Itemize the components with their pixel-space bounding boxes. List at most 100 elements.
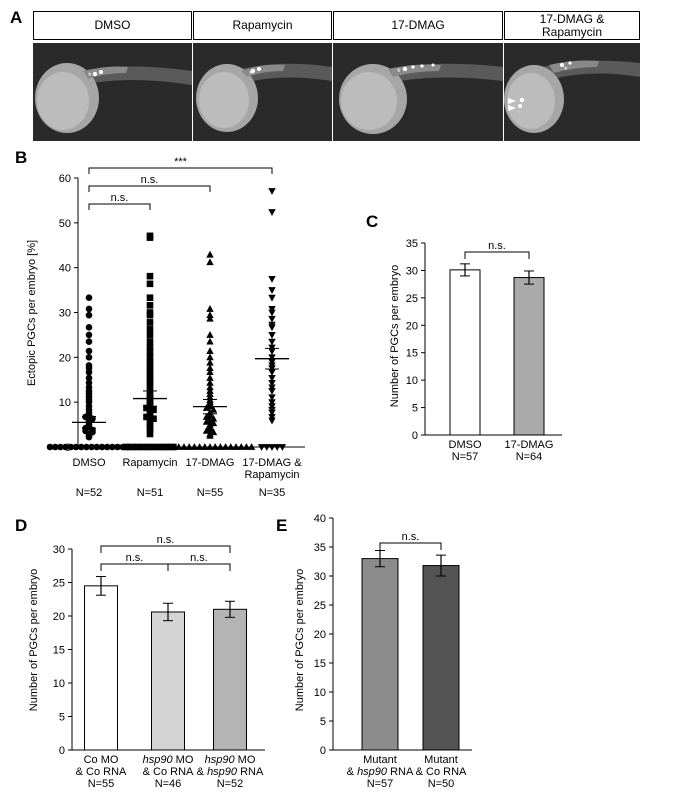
chart-b-point	[268, 403, 276, 411]
chart-b-xtick-label: 17-DMAG &	[242, 457, 302, 469]
chart-e-sig-label: n.s.	[402, 531, 420, 543]
chart-b-sig-bracket	[88, 203, 151, 210]
header-17dmag-text: 17-DMAG	[391, 18, 445, 32]
chart-b-point	[144, 443, 151, 451]
chart-b-point	[206, 314, 214, 322]
chart-d-xtick-label: hsp90 MO	[205, 754, 256, 766]
chart-b-point	[263, 444, 271, 451]
chart-b-point	[211, 443, 219, 450]
chart-b-point	[143, 404, 150, 412]
chart-b-n-label: N=52	[76, 487, 103, 499]
chart-e-xtick-label: & hsp90 RNA	[347, 766, 414, 778]
chart-c-ytick-label: 30	[406, 265, 418, 277]
chart-b-point	[201, 443, 209, 450]
chart-b-point	[206, 431, 214, 439]
chart-b-point	[268, 375, 276, 382]
chart-b-point	[268, 444, 276, 451]
chart-b-point	[185, 443, 193, 450]
chart-e-ytick-label: 5	[320, 716, 326, 728]
chart-b-point	[257, 444, 266, 451]
chart-b-point	[85, 374, 93, 382]
chart-b-point	[146, 362, 154, 369]
chart-b-point	[268, 379, 276, 387]
chart-b-point	[227, 443, 235, 450]
chart-b-point	[159, 443, 167, 451]
chart-b-point	[149, 443, 156, 451]
chart-b-point	[85, 323, 93, 331]
chart-b-point	[268, 384, 276, 392]
chart-e-ytick-label: 35	[314, 542, 326, 554]
chart-b-point	[206, 374, 214, 381]
chart-b-point	[85, 347, 93, 355]
chart-e-bar	[422, 565, 460, 751]
chart-b-point	[146, 272, 154, 280]
chart-c-n-label: N=57	[452, 451, 479, 463]
chart-b-point	[195, 443, 204, 450]
chart-b-point	[180, 443, 188, 450]
chart-b-point	[237, 443, 245, 450]
chart-e-n-label: N=57	[367, 778, 394, 790]
chart-e-bar	[361, 558, 399, 751]
chart-d-xtick-label: & Co RNA	[76, 766, 127, 778]
chart-b-ytick-label: 50	[59, 218, 71, 230]
chart-d-ytick-label: 20	[53, 611, 65, 623]
chart-b-ytick-label: 60	[59, 173, 71, 185]
chart-b-point	[268, 306, 276, 313]
chart-b-point	[146, 368, 154, 376]
chart-c-ytick-label: 20	[406, 320, 418, 332]
chart-e-ytick-label: 25	[314, 600, 326, 612]
chart-b-point	[206, 347, 214, 354]
chart-d-ytick-label: 25	[53, 578, 65, 590]
chart-b-point	[202, 404, 211, 411]
chart-b-point	[146, 319, 154, 326]
chart-b-point	[143, 413, 150, 421]
micrograph-17dmag-rapamycin: *	[504, 43, 640, 141]
chart-b-point	[268, 394, 276, 402]
chart-d-ytick-label: 30	[53, 544, 65, 556]
chart-c-sig-label: n.s.	[488, 240, 506, 252]
chart-b-point	[85, 294, 93, 302]
chart-b-point	[268, 332, 276, 339]
chart-b-point	[51, 443, 59, 451]
chart-b-point	[85, 368, 93, 376]
chart-b-point	[268, 369, 276, 377]
chart-b-point	[146, 349, 154, 356]
chart-c-ylabel: Number of PGCs per embryo	[389, 265, 401, 407]
chart-b-point	[268, 417, 276, 425]
chart-b-ytick-label: 40	[59, 263, 71, 275]
chart-e-xtick-label: Mutant	[424, 754, 458, 766]
chart-b-point	[46, 443, 54, 451]
chart-e-ytick-label: 30	[314, 571, 326, 583]
chart-b-point	[216, 443, 225, 450]
chart-b-point	[85, 433, 93, 441]
chart-b-point	[85, 311, 93, 319]
chart-b-sig-bracket	[88, 185, 211, 192]
chart-d-sig-label: n.s.	[157, 535, 175, 546]
chart-d-ylabel: Number of PGCs per embryo	[28, 569, 40, 711]
chart-b-point	[146, 426, 154, 434]
chart-b-point	[85, 354, 93, 361]
chart-b-point	[146, 430, 154, 438]
chart-b-point	[93, 443, 101, 451]
chart-b-ytick-label: 20	[59, 352, 71, 364]
chart-b-point	[146, 354, 154, 361]
panel-b-label: B	[15, 148, 28, 167]
chart-b-point	[206, 383, 214, 391]
chart-b-point	[77, 443, 85, 451]
chart-d-sig-bracket	[100, 545, 231, 553]
chart-c-bar	[513, 277, 545, 436]
chart-b-point	[123, 443, 130, 451]
chart-d-n-label: N=46	[155, 778, 182, 790]
chart-e-ytick-label: 40	[314, 513, 326, 525]
chart-b-point	[206, 337, 214, 345]
chart-b-point	[146, 280, 154, 288]
chart-b-point	[278, 444, 287, 451]
chart-b-sig-label: ***	[174, 156, 188, 168]
chart-b-point	[133, 443, 141, 451]
chart-e-ytick-label: 0	[320, 745, 326, 757]
chart-e-xtick-label: & Co RNA	[416, 766, 467, 778]
chart-b-sig-label: n.s.	[141, 174, 159, 186]
chart-b-point	[190, 443, 199, 450]
chart-b-point	[138, 443, 146, 451]
chart-b-point	[164, 443, 173, 450]
